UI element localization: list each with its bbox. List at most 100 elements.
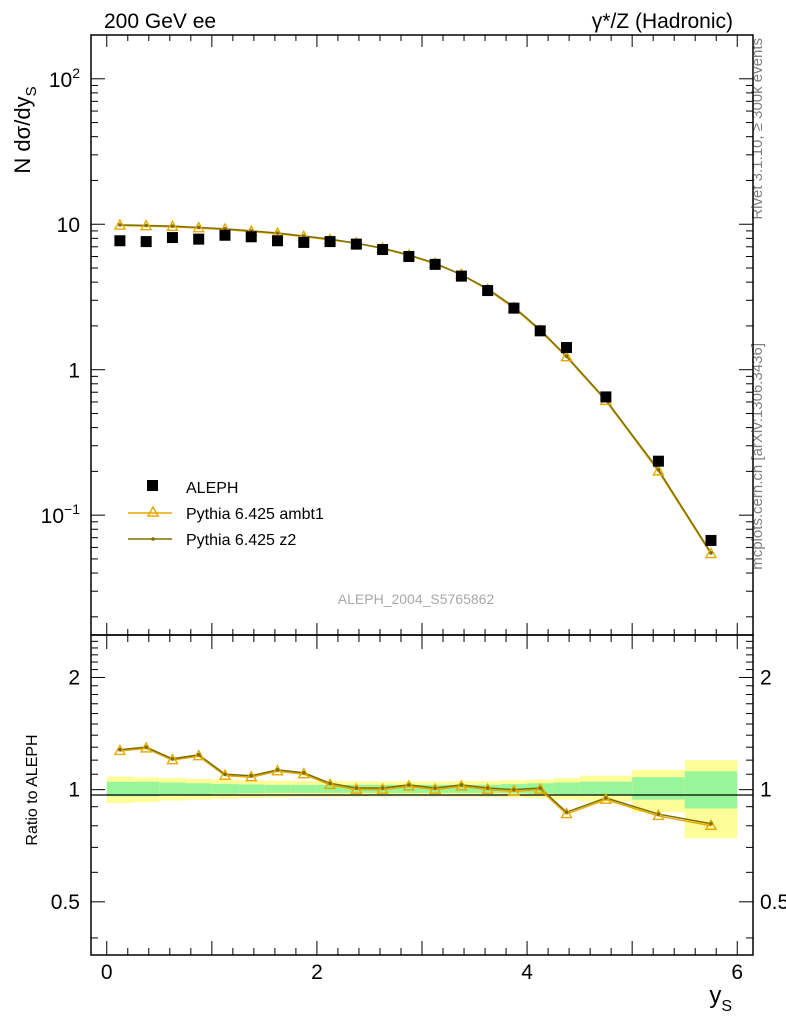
x-tick-label: 0 [101, 961, 113, 984]
z2-point [564, 354, 569, 358]
ratio-y-tick-label: 0.5 [51, 891, 80, 914]
main-y-tick-label-exponent: 2 [72, 65, 80, 81]
ambt1-ratio-point [402, 779, 416, 791]
ambt1-point [560, 350, 573, 362]
ratio-y-tick-label-right: 2 [760, 666, 772, 689]
ratio-y-axis-title: Ratio to ALEPH [24, 734, 41, 845]
ratio-band-inner [238, 784, 265, 794]
z2-point [301, 234, 306, 238]
z2-ratio-point [512, 787, 516, 792]
ambt1-point [652, 464, 665, 476]
ambt1-ratio-point [297, 767, 310, 779]
header-right-label: γ*/Z (Hadronic) [592, 10, 733, 33]
z2-ratio-point [118, 747, 122, 752]
ambt1-ratio-point [350, 782, 363, 794]
z2-ratio-point [354, 786, 359, 790]
z2-ratio-point [407, 783, 411, 787]
ambt1-point [139, 219, 153, 231]
main-y-tick-label-base: 10 [41, 505, 64, 528]
z2-ratio-point [433, 786, 437, 790]
main-y-tick-label: 102 [49, 65, 80, 92]
ratio-band-inner [448, 784, 475, 793]
ratio-band-inner [632, 777, 685, 800]
ratio-band-inner [211, 784, 239, 794]
aleph-data-point [377, 244, 389, 256]
z2-point [275, 231, 280, 235]
ratio-series-layer [113, 741, 718, 830]
aleph-data-point [245, 231, 257, 243]
ratio-band-inner [159, 782, 186, 796]
legend-marker-z2 [151, 537, 155, 541]
z2-ratio-point [301, 770, 306, 775]
ambt1-ratio-point [218, 768, 232, 780]
ratio-band-inner [290, 784, 317, 793]
z2-point [144, 223, 148, 228]
ambt1-point [192, 221, 205, 233]
z2-ratio-point [604, 796, 608, 800]
main-series-layer [113, 218, 718, 559]
x-axis-title: yS [709, 982, 732, 1015]
ambt1-ratio-point [113, 744, 127, 756]
ambt1-ratio-point [428, 782, 442, 794]
legend-marker-ambt1 [146, 505, 160, 517]
rivet-version-label: Rivet 3.1.10, ≥ 300k events [749, 38, 766, 220]
ambt1-ratio-point [245, 770, 258, 782]
mcplots-label: mcplots.cern.ch [arXiv:1306.3436] [749, 343, 766, 570]
ambt1-ratio-point [652, 809, 665, 821]
ambt1-point [113, 218, 127, 230]
legend-label-ambt1: Pythia 6.425 ambt1 [186, 506, 324, 523]
ambt1-ratio-point [271, 764, 284, 776]
ratio-uncertainty-bands [106, 760, 738, 839]
z2-ratio-point [564, 810, 569, 814]
x-axis-title-sub: S [721, 998, 732, 1015]
ratio-band-inner [133, 781, 160, 797]
main-y-tick-label-base: 1 [68, 360, 80, 383]
z2-point [223, 227, 227, 231]
z2-ratio-point [275, 768, 280, 772]
main-y-tick-label: 10 [57, 214, 80, 237]
aleph-data-point [298, 236, 310, 248]
main-y-tick-label-base: 10 [57, 214, 80, 237]
aleph-data-point [219, 229, 231, 241]
ratio-y-tick-label: 2 [68, 666, 80, 689]
z2-ratio-point [144, 745, 148, 749]
aleph-data-point [534, 325, 546, 337]
ratio-y-tick-label-right: 1 [760, 779, 772, 802]
aleph-data-point [114, 235, 126, 247]
ambt1-ratio-point [323, 777, 337, 790]
ratio-y-tick-label-right: 0.5 [760, 891, 786, 914]
z2-ratio-point [380, 786, 385, 790]
ambt1-ratio-point [560, 807, 573, 819]
main-y-axis-title-text: N dσ/dy [10, 96, 35, 173]
ambt1-ratio-point [507, 784, 521, 796]
ratio-band-inner [553, 782, 580, 795]
x-tick-label: 6 [731, 961, 743, 984]
analysis-watermark: ALEPH_2004_S5765862 [338, 591, 495, 607]
z2-point [118, 223, 122, 227]
header-left-label: 200 GeV ee [104, 10, 216, 33]
aleph-data-point [166, 232, 178, 244]
z2-ratio-point [538, 786, 543, 790]
aleph-data-point [350, 238, 362, 250]
main-y-tick-label-exponent: −1 [64, 501, 80, 517]
ratio-band-inner [264, 784, 291, 793]
ambt1-ratio-point [166, 753, 179, 765]
main-y-tick-label: 1 [68, 360, 80, 383]
main-y-tick-label: 10−1 [41, 501, 81, 528]
legend-label-aleph: ALEPH [186, 480, 238, 497]
ambt1-ratio-point [599, 792, 613, 804]
z2-ratio-point [485, 786, 490, 790]
aleph-data-point [272, 235, 284, 247]
main-y-tick-label-base: 10 [49, 69, 72, 92]
aleph-data-point [429, 258, 441, 270]
ambt1-ratio-point [704, 818, 718, 830]
ambt1-point [704, 547, 718, 559]
z2-ratio-point [459, 783, 464, 787]
z2-point [709, 551, 713, 555]
ambt1-ratio-point [192, 749, 205, 761]
aleph-data-point [140, 236, 152, 248]
x-tick-label: 4 [521, 961, 533, 984]
aleph-data-point [193, 233, 205, 245]
